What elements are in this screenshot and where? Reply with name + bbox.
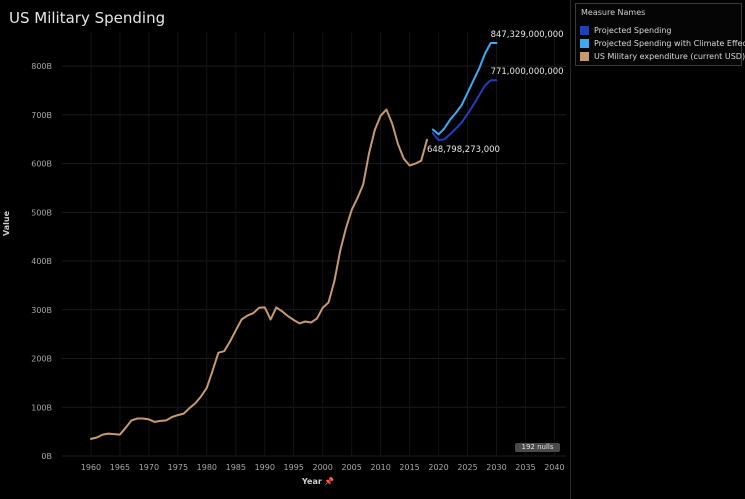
x-tick-label: 1980 xyxy=(197,463,217,472)
nulls-badge[interactable]: 192 nulls xyxy=(515,443,560,452)
y-tick-label: 500B xyxy=(31,208,52,217)
x-tick-label: 2020 xyxy=(428,463,448,472)
x-tick-label: 2030 xyxy=(486,463,506,472)
y-tick-label: 700B xyxy=(31,111,52,120)
x-tick-label: 2040 xyxy=(544,463,564,472)
pin-icon: 📌 xyxy=(324,477,334,486)
x-tick-label: 2010 xyxy=(370,463,390,472)
legend-swatch xyxy=(580,25,589,35)
legend-item-projected-spending[interactable]: Projected Spending xyxy=(580,24,672,36)
x-tick-label: 1970 xyxy=(139,463,159,472)
x-tick-label: 2000 xyxy=(313,463,333,472)
legend-title: Measure Names xyxy=(581,8,646,17)
y-axis-title: Value xyxy=(2,210,11,236)
x-tick-label: 1990 xyxy=(255,463,275,472)
data-label: 648,798,273,000 xyxy=(427,145,500,155)
y-tick-label: 800B xyxy=(31,62,52,71)
x-tick-label: 1960 xyxy=(81,463,101,472)
legend-swatch xyxy=(580,38,589,48)
x-tick-label: 1965 xyxy=(110,463,130,472)
y-tick-label: 400B xyxy=(31,257,52,266)
x-tick-label: 1975 xyxy=(168,463,188,472)
x-tick-label: 2035 xyxy=(515,463,535,472)
legend-item-projected-climate[interactable]: Projected Spending with Climate Effect xyxy=(580,37,745,49)
legend: Measure Names Projected Spending Project… xyxy=(575,3,745,66)
legend-item-us-expenditure[interactable]: US Military expenditure (current USD) xyxy=(580,50,745,62)
data-label: 771,000,000,000 xyxy=(491,67,564,77)
x-axis-title: Year xyxy=(302,477,322,486)
x-tick-label: 2025 xyxy=(457,463,477,472)
y-tick-label: 300B xyxy=(31,306,52,315)
legend-label: Projected Spending xyxy=(594,25,672,35)
x-tick-label: 2005 xyxy=(341,463,361,472)
y-tick-label: 600B xyxy=(31,160,52,169)
y-tick-label: 0B xyxy=(41,452,52,461)
series-line xyxy=(431,42,498,136)
y-tick-label: 200B xyxy=(31,355,52,364)
series-line xyxy=(90,108,428,440)
chart-canvas: 0B 100B 200B 300B 400B 500B 600B 700B 800B 1960 19… xyxy=(31,30,566,472)
legend-panel: Measure Names Projected Spending Project… xyxy=(573,0,745,499)
x-tick-label: 1985 xyxy=(226,463,246,472)
legend-swatch xyxy=(580,51,589,61)
chart-title: US Military Spending xyxy=(9,9,166,27)
legend-label: US Military expenditure (current USD) xyxy=(594,51,745,61)
series-line xyxy=(431,79,498,142)
legend-label: Projected Spending with Climate Effect xyxy=(594,38,745,48)
data-label: 847,329,000,000 xyxy=(491,30,564,40)
x-tick-label: 1995 xyxy=(284,463,304,472)
chart-panel: US Military Spending 0B 100B 200B 300B 400B 5… xyxy=(0,0,571,499)
x-tick-label: 2015 xyxy=(399,463,419,472)
y-tick-label: 100B xyxy=(31,403,52,412)
